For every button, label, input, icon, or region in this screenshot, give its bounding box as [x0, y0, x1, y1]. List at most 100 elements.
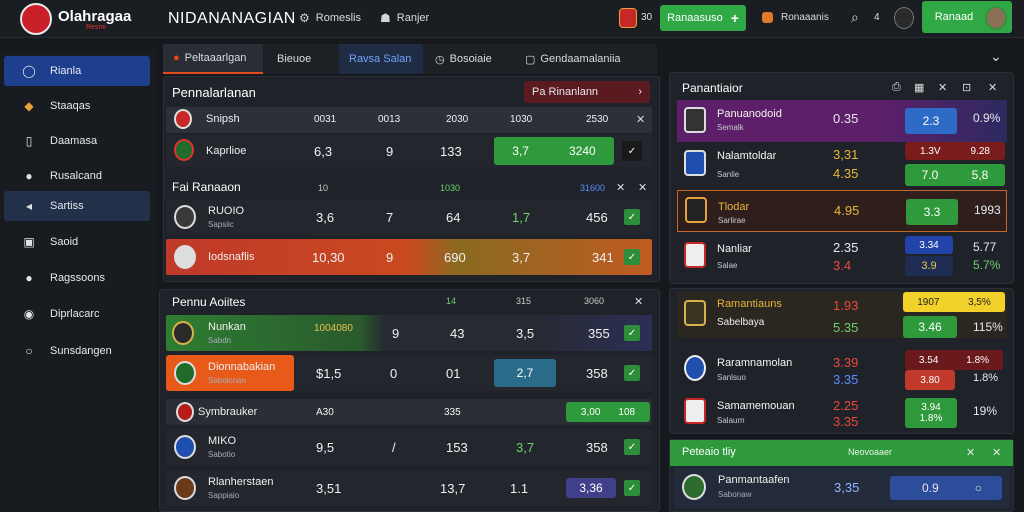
odds-cell: 115% — [973, 320, 1003, 334]
sidebar-item-8[interactable]: ◉ Diprlacarc — [4, 299, 150, 329]
sidebar-item-3[interactable]: ▯ Daamasa — [4, 126, 150, 156]
odds-chip[interactable]: 3.46 — [903, 316, 957, 338]
odds-chip[interactable]: 3.3 — [906, 199, 958, 225]
team-logo-icon — [174, 245, 196, 269]
odds-cell: 0 — [390, 366, 398, 381]
close-icon[interactable]: ✕ — [988, 82, 998, 94]
odds-cell: 9 — [386, 144, 394, 159]
odds-chip[interactable]: 3.9 — [905, 256, 953, 276]
odds-chip[interactable]: 0.9 ○ — [890, 476, 1002, 500]
check-icon[interactable]: ✓ — [622, 141, 642, 161]
team-subtitle: Sabonaw — [718, 490, 752, 499]
tab-label: Gendaamalaniia — [540, 53, 621, 65]
right-table-row[interactable]: Nalamtoldar Sanlie 3,31 4.35 1.3V 9.28 7… — [677, 142, 1007, 190]
check-icon[interactable]: ✓ — [624, 325, 640, 341]
odds-chip[interactable]: 7.0 5,8 — [905, 164, 1005, 186]
sidebar-item-4[interactable]: ● Rusalcand — [4, 161, 150, 191]
close-icon[interactable]: ✕ — [636, 114, 646, 126]
odds-value: 0.9 — [922, 481, 939, 495]
table-row[interactable]: MIKO Sabotio 9,5 / 153 3,7 358 ✓ — [166, 429, 652, 465]
action-button[interactable]: Ranaasuso + — [660, 5, 746, 31]
odds-chip[interactable]: 3.94 1.8% — [905, 398, 957, 428]
user-avatar[interactable] — [985, 6, 1007, 30]
odds-chip[interactable]: 1.3V 9.28 — [905, 142, 1005, 160]
right-table-row[interactable]: Raramnamolan Sanlsuo 3.39 3.35 3.54 1.8%… — [677, 348, 1007, 392]
flame-icon: ● — [173, 52, 180, 64]
right-table-row[interactable]: Nanliar Salae 2.35 3.4 3.34 3.9 5.77 5.7… — [677, 236, 1007, 280]
tab-4[interactable]: ◷ Bosoiaie — [425, 44, 515, 74]
tab-5[interactable]: ▢ Gendaamalaniia — [515, 44, 655, 74]
bottom-row[interactable]: Panmantaafen Sabonaw 3,35 0.9 ○ — [674, 468, 1010, 508]
team-name: Samamemouan — [717, 400, 795, 412]
file-icon: ▯ — [25, 134, 33, 148]
odds-cell: 64 — [446, 210, 461, 225]
check-icon[interactable]: ✓ — [624, 365, 640, 381]
odds-chip[interactable]: 3.80 — [905, 370, 955, 390]
club-avatar-icon[interactable] — [894, 7, 914, 29]
tab-1[interactable]: ● Peltaaarlgan — [163, 44, 263, 74]
chevron-down-icon[interactable]: ⌄ — [990, 48, 1002, 64]
right-table-row[interactable]: Tlodar Sarlirae 4.95 3.3 1993 — [677, 190, 1007, 232]
column-header: 31600 — [580, 183, 606, 193]
table-row[interactable]: Symbrauker A30 335 3,00 108 — [166, 399, 652, 425]
odds-value: 1907 — [917, 296, 940, 308]
odds-chip[interactable]: 3,00 108 — [566, 402, 650, 422]
check-icon[interactable]: ✓ — [624, 480, 640, 496]
panel-cta-button[interactable]: Pa Rinanlann › — [524, 81, 650, 103]
check-icon[interactable]: ✓ — [624, 249, 640, 265]
tab-label: Bosoiaie — [449, 53, 492, 65]
odds-chip[interactable]: 3.34 — [905, 236, 953, 254]
megaphone-icon: ◂ — [25, 199, 33, 213]
odds-chip[interactable]: 3,36 — [566, 478, 616, 498]
table-row[interactable]: Nunkan Sabdn 1004080 9 43 3,5 355 ✓ — [166, 315, 652, 351]
team-logo-icon — [176, 402, 194, 422]
check-icon[interactable]: ✓ — [624, 209, 640, 225]
odds-chip[interactable]: 1907 3,5% — [903, 292, 1005, 312]
table-row[interactable]: Dionnabakian Sabolcnan $1,5 0 01 2,7 358… — [166, 355, 652, 391]
tab-2[interactable]: Bieuoe — [267, 44, 339, 74]
table-row[interactable]: Snipsh 0031 0013 2030 1030 2530 ✕ — [166, 107, 652, 133]
close-icon[interactable]: ✕ — [992, 447, 1002, 459]
close-icon[interactable]: ✕ — [634, 296, 644, 308]
team-logo-icon — [684, 300, 706, 326]
table-row[interactable]: Kaprlioe 6,3 9 133 3,7 3240 ✓ — [166, 135, 652, 167]
odds-chip[interactable]: 3.54 1.8% — [905, 350, 1003, 370]
sidebar-item-6[interactable]: ▣ Saoid — [4, 227, 150, 257]
right-table-row[interactable]: Samamemouan Salaurn 2.25 3.35 3.94 1.8% … — [677, 392, 1007, 432]
nav-link-1[interactable]: ⚙ Romeslis — [299, 11, 361, 25]
close-icon[interactable]: ✕ — [616, 182, 626, 194]
sidebar-item-5[interactable]: ◂ Sartiss — [4, 191, 150, 221]
grid-icon[interactable]: ▦ — [914, 82, 925, 94]
table-row[interactable]: RUOIO Sapsiic 3,6 7 64 1,7 456 ✓ — [166, 199, 652, 235]
table-row[interactable]: Iodsnaflis 10,30 9 690 3,7 341 ✓ — [166, 239, 652, 275]
odds-chip[interactable]: 3,7 3240 — [494, 137, 614, 165]
shield-logo-icon[interactable] — [20, 3, 52, 35]
team-subtitle: Sabotio — [208, 450, 236, 459]
close-icon[interactable]: ✕ — [938, 82, 948, 94]
table-row[interactable]: Rlanherstaen Sappiaio 3,51 13,7 1.1 3,36… — [166, 470, 652, 506]
tab-label: Bieuoe — [277, 53, 312, 65]
nav-link-2[interactable]: ☗ Ranjer — [380, 11, 429, 25]
tab-3[interactable]: Ravsa Salan — [339, 44, 423, 74]
odds-cell: 2530 — [586, 114, 609, 125]
odds-chip[interactable]: 2.3 — [905, 108, 957, 134]
club-badge-icon[interactable] — [619, 8, 637, 28]
sidebar-item-7[interactable]: ● Ragssoons — [4, 263, 150, 293]
sidebar-item-9[interactable]: ○ Sunsdangen — [4, 336, 150, 366]
right-table-row[interactable]: Ramantiauns Sabelbaya 1.93 5.35 1907 3,5… — [677, 292, 1007, 338]
search-icon[interactable]: ⌕ — [851, 9, 859, 25]
team-name: Panuanodoid — [717, 108, 782, 120]
sidebar-item-label: Rianla — [50, 65, 82, 77]
right-table-row[interactable]: Panuanodoid Semalk 0.35 2.3 0.9% — [677, 100, 1007, 142]
odds-chip[interactable]: 2,7 — [494, 359, 556, 387]
sidebar-item-1[interactable]: ◯ Rianla — [4, 56, 150, 86]
check-icon[interactable]: ✓ — [624, 439, 640, 455]
close-icon[interactable]: ✕ — [638, 182, 648, 194]
sidebar-item-2[interactable]: ◆ Staaqas — [4, 91, 150, 121]
team-subtitle: Sabdn — [208, 336, 232, 345]
odds-cell: 3,7 — [512, 250, 531, 265]
odds-cell: 0031 — [314, 114, 337, 125]
close-icon[interactable]: ✕ — [966, 447, 976, 459]
expand-icon[interactable]: ⊡ — [962, 82, 972, 94]
info-icon[interactable]: ⎙ — [892, 81, 901, 93]
